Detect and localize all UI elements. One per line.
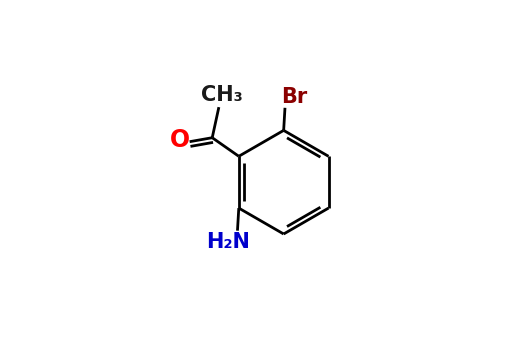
Text: H₂N: H₂N	[206, 232, 250, 252]
Text: Br: Br	[281, 87, 307, 107]
Text: O: O	[169, 128, 189, 152]
Text: CH₃: CH₃	[201, 85, 242, 105]
